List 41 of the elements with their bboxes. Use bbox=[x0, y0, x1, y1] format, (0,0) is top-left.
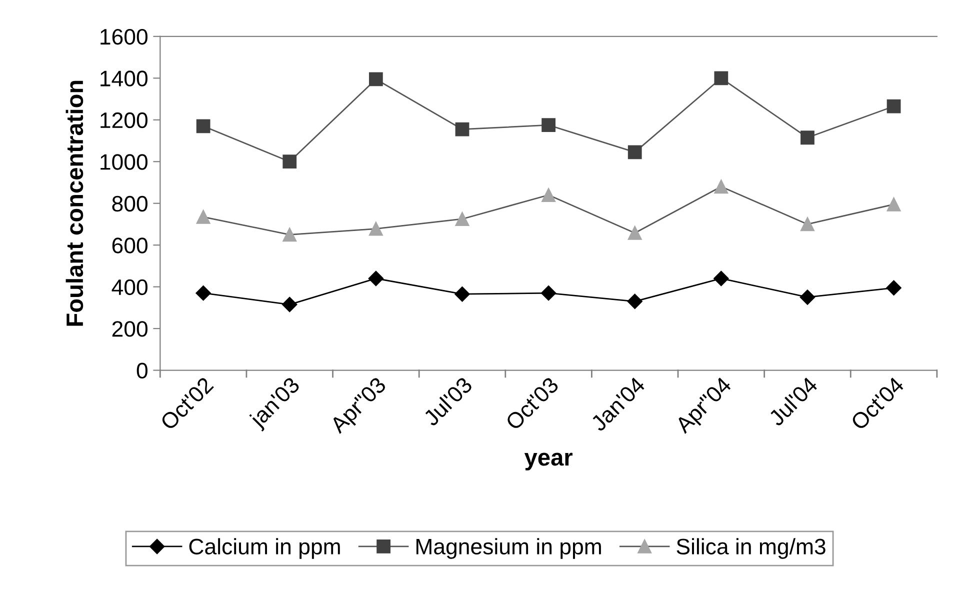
y-tick-label: 1200 bbox=[100, 112, 148, 128]
point bbox=[282, 296, 298, 312]
point bbox=[542, 188, 556, 202]
y-tick-label: 400 bbox=[112, 279, 148, 296]
point bbox=[455, 212, 470, 226]
point bbox=[886, 197, 901, 212]
point bbox=[714, 180, 728, 194]
point bbox=[540, 285, 556, 301]
legend-label: Silica in mg/m3 bbox=[676, 538, 826, 559]
y-tick-label: 1000 bbox=[100, 154, 148, 170]
point bbox=[455, 122, 470, 136]
point bbox=[800, 217, 814, 232]
legend-label: Calcium in ppm bbox=[189, 538, 340, 559]
point bbox=[627, 294, 642, 309]
point bbox=[196, 119, 210, 134]
point bbox=[282, 228, 297, 242]
point bbox=[282, 154, 297, 169]
y-axis-title: Foulant concentration bbox=[66, 80, 84, 326]
y-tick-label: 600 bbox=[112, 238, 148, 254]
y-tick-label: 800 bbox=[112, 196, 148, 212]
point bbox=[196, 210, 210, 224]
point bbox=[628, 145, 642, 160]
point bbox=[196, 285, 211, 301]
x-axis-title: year bbox=[524, 452, 572, 470]
y-tick-label: 200 bbox=[112, 321, 148, 337]
point bbox=[368, 222, 383, 236]
point bbox=[454, 286, 470, 302]
point bbox=[886, 99, 901, 114]
point bbox=[628, 226, 642, 240]
legend-label: Magnesium in ppm bbox=[416, 538, 601, 559]
point bbox=[886, 280, 902, 296]
point bbox=[542, 118, 556, 132]
y-tick-label: 1400 bbox=[100, 70, 148, 86]
point bbox=[800, 290, 816, 305]
point bbox=[714, 270, 729, 286]
point bbox=[800, 130, 814, 145]
y-tick-label: 0 bbox=[136, 362, 148, 379]
point bbox=[368, 270, 384, 286]
point bbox=[368, 72, 383, 86]
y-tick-label: 1600 bbox=[100, 28, 148, 45]
point bbox=[714, 71, 728, 86]
